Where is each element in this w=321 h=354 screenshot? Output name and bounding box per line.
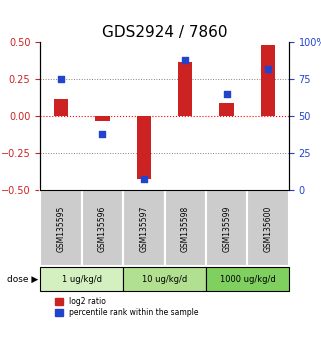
Point — [141, 176, 146, 181]
Text: GSM135597: GSM135597 — [139, 205, 148, 252]
Point — [183, 57, 188, 63]
FancyBboxPatch shape — [40, 190, 82, 267]
Point — [58, 76, 64, 82]
Title: GDS2924 / 7860: GDS2924 / 7860 — [102, 25, 227, 40]
Bar — [220, 103, 234, 116]
Text: GSM135596: GSM135596 — [98, 205, 107, 252]
Text: dose ▶: dose ▶ — [7, 275, 38, 284]
Bar — [54, 99, 68, 116]
FancyBboxPatch shape — [206, 190, 247, 267]
Bar — [95, 116, 109, 121]
Point — [265, 66, 271, 72]
Text: GSM135595: GSM135595 — [56, 205, 65, 252]
Point — [100, 131, 105, 137]
Text: 1 ug/kg/d: 1 ug/kg/d — [62, 275, 101, 284]
Bar — [178, 62, 193, 116]
FancyBboxPatch shape — [123, 267, 206, 291]
FancyBboxPatch shape — [123, 190, 165, 267]
Text: 1000 ug/kg/d: 1000 ug/kg/d — [220, 275, 275, 284]
Text: GSM135599: GSM135599 — [222, 205, 231, 252]
Text: 10 ug/kg/d: 10 ug/kg/d — [142, 275, 187, 284]
FancyBboxPatch shape — [165, 190, 206, 267]
Legend: log2 ratio, percentile rank within the sample: log2 ratio, percentile rank within the s… — [54, 296, 200, 319]
Bar — [136, 116, 151, 178]
FancyBboxPatch shape — [82, 190, 123, 267]
FancyBboxPatch shape — [206, 267, 289, 291]
Text: GSM135600: GSM135600 — [264, 205, 273, 252]
FancyBboxPatch shape — [247, 190, 289, 267]
FancyBboxPatch shape — [40, 267, 123, 291]
Text: GSM135598: GSM135598 — [181, 205, 190, 252]
Bar — [261, 45, 275, 116]
Point — [224, 91, 229, 97]
